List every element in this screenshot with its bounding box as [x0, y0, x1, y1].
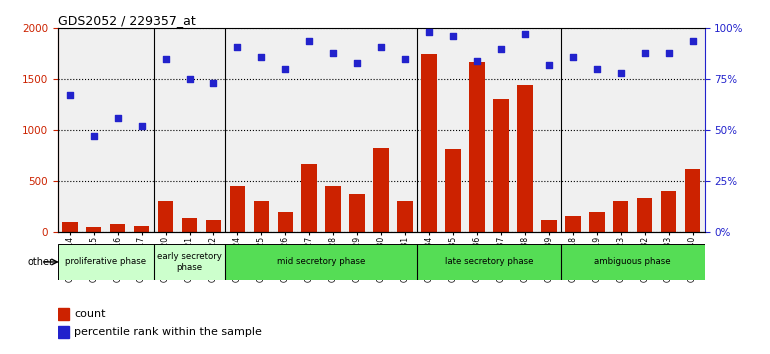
Point — [447, 34, 459, 39]
Bar — [153, 244, 226, 280]
Bar — [206, 219, 221, 232]
Bar — [421, 54, 437, 232]
Bar — [417, 244, 561, 280]
Bar — [685, 169, 701, 232]
Bar — [158, 201, 173, 232]
Point — [423, 29, 435, 35]
Bar — [58, 326, 69, 338]
Point — [88, 133, 100, 139]
Text: other: other — [28, 257, 54, 267]
Point — [231, 44, 243, 50]
Bar — [58, 244, 153, 280]
Text: GDS2052 / 229357_at: GDS2052 / 229357_at — [58, 14, 196, 27]
Point — [495, 46, 507, 51]
Text: proliferative phase: proliferative phase — [65, 257, 146, 267]
Bar — [493, 99, 509, 232]
Point — [207, 80, 219, 86]
Point — [112, 115, 124, 121]
Bar — [182, 218, 197, 232]
Bar — [58, 308, 69, 320]
Point — [255, 54, 267, 59]
Bar — [110, 224, 126, 232]
Bar — [350, 194, 365, 232]
Bar — [397, 201, 413, 232]
Bar — [661, 191, 676, 232]
Point — [159, 56, 172, 62]
Bar — [637, 198, 652, 232]
Point — [375, 44, 387, 50]
Point — [662, 50, 675, 56]
Bar — [277, 212, 293, 232]
Point — [686, 38, 698, 44]
Text: late secretory phase: late secretory phase — [445, 257, 533, 267]
Bar — [229, 186, 245, 232]
Point — [638, 50, 651, 56]
Bar — [62, 222, 78, 232]
Bar — [565, 216, 581, 232]
Bar — [445, 149, 460, 232]
Bar — [226, 244, 417, 280]
Point — [519, 32, 531, 37]
Bar — [253, 201, 270, 232]
Text: ambiguous phase: ambiguous phase — [594, 257, 671, 267]
Point — [591, 66, 603, 72]
Point — [327, 50, 340, 56]
Bar — [541, 219, 557, 232]
Point — [351, 60, 363, 66]
Bar — [589, 212, 604, 232]
Bar — [302, 164, 317, 232]
Bar — [326, 186, 341, 232]
Text: early secretory
phase: early secretory phase — [157, 252, 222, 272]
Point — [567, 54, 579, 59]
Point — [543, 62, 555, 68]
Bar — [613, 201, 628, 232]
Bar — [134, 226, 149, 232]
Point — [614, 70, 627, 76]
Point — [303, 38, 316, 44]
Bar — [561, 244, 705, 280]
Bar — [373, 148, 389, 232]
Point — [136, 123, 148, 129]
Point — [399, 56, 411, 62]
Bar — [517, 85, 533, 232]
Text: percentile rank within the sample: percentile rank within the sample — [74, 327, 262, 337]
Point — [183, 76, 196, 82]
Text: mid secretory phase: mid secretory phase — [277, 257, 366, 267]
Point — [64, 93, 76, 98]
Point — [280, 66, 292, 72]
Bar — [86, 227, 102, 232]
Text: count: count — [74, 309, 105, 319]
Point — [470, 58, 483, 64]
Bar — [469, 62, 485, 232]
